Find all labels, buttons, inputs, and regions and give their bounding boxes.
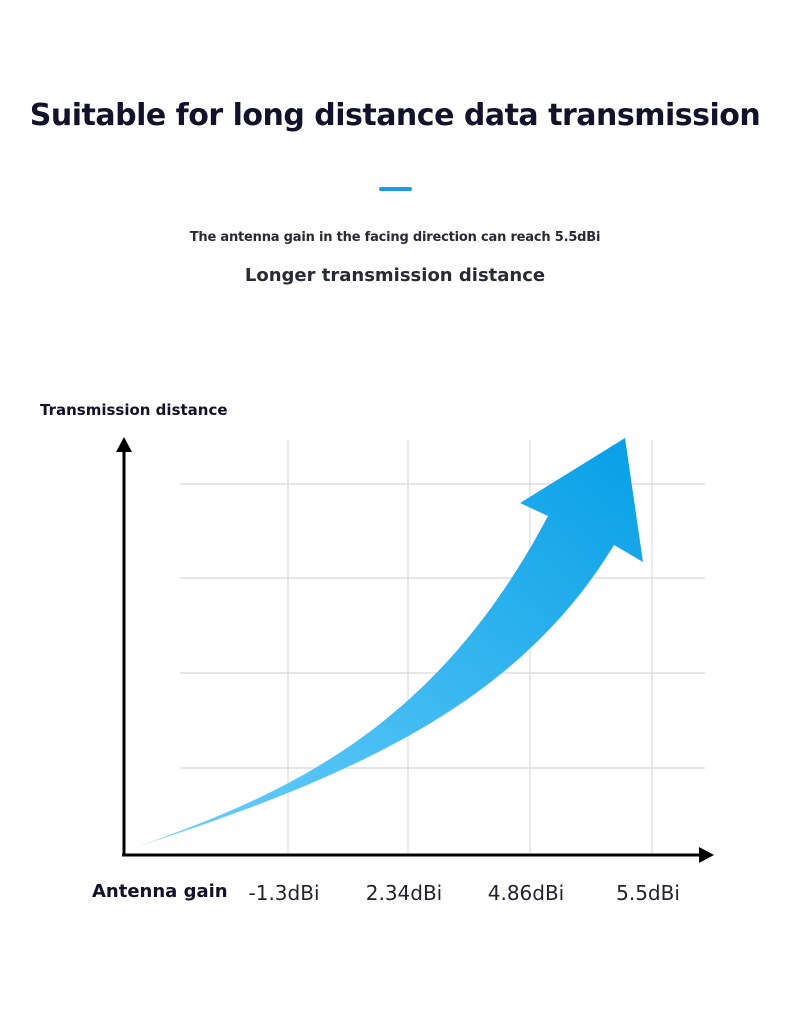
y-axis-arrowhead	[116, 437, 132, 452]
distance-tagline: Longer transmission distance	[244, 265, 546, 286]
x-tick-label: -1.3dBi	[249, 881, 320, 905]
x-tick-labels: -1.3dBi 2.34dBi 4.86dBi 5.5dBi	[249, 881, 680, 905]
x-axis-label: Antenna gain	[92, 881, 228, 902]
page-title: Suitable for long distance data transmis…	[29, 98, 761, 133]
x-tick-label: 5.5dBi	[616, 881, 680, 905]
antenna-gain-subtitle: The antenna gain in the facing direction…	[189, 230, 601, 245]
x-axis-arrowhead	[699, 847, 714, 863]
growth-arrow	[136, 438, 643, 847]
x-tick-label: 2.34dBi	[366, 881, 443, 905]
x-tick-label: 4.86dBi	[488, 881, 565, 905]
y-axis-label: Transmission distance	[40, 401, 228, 419]
title-accent-bar	[379, 187, 412, 191]
